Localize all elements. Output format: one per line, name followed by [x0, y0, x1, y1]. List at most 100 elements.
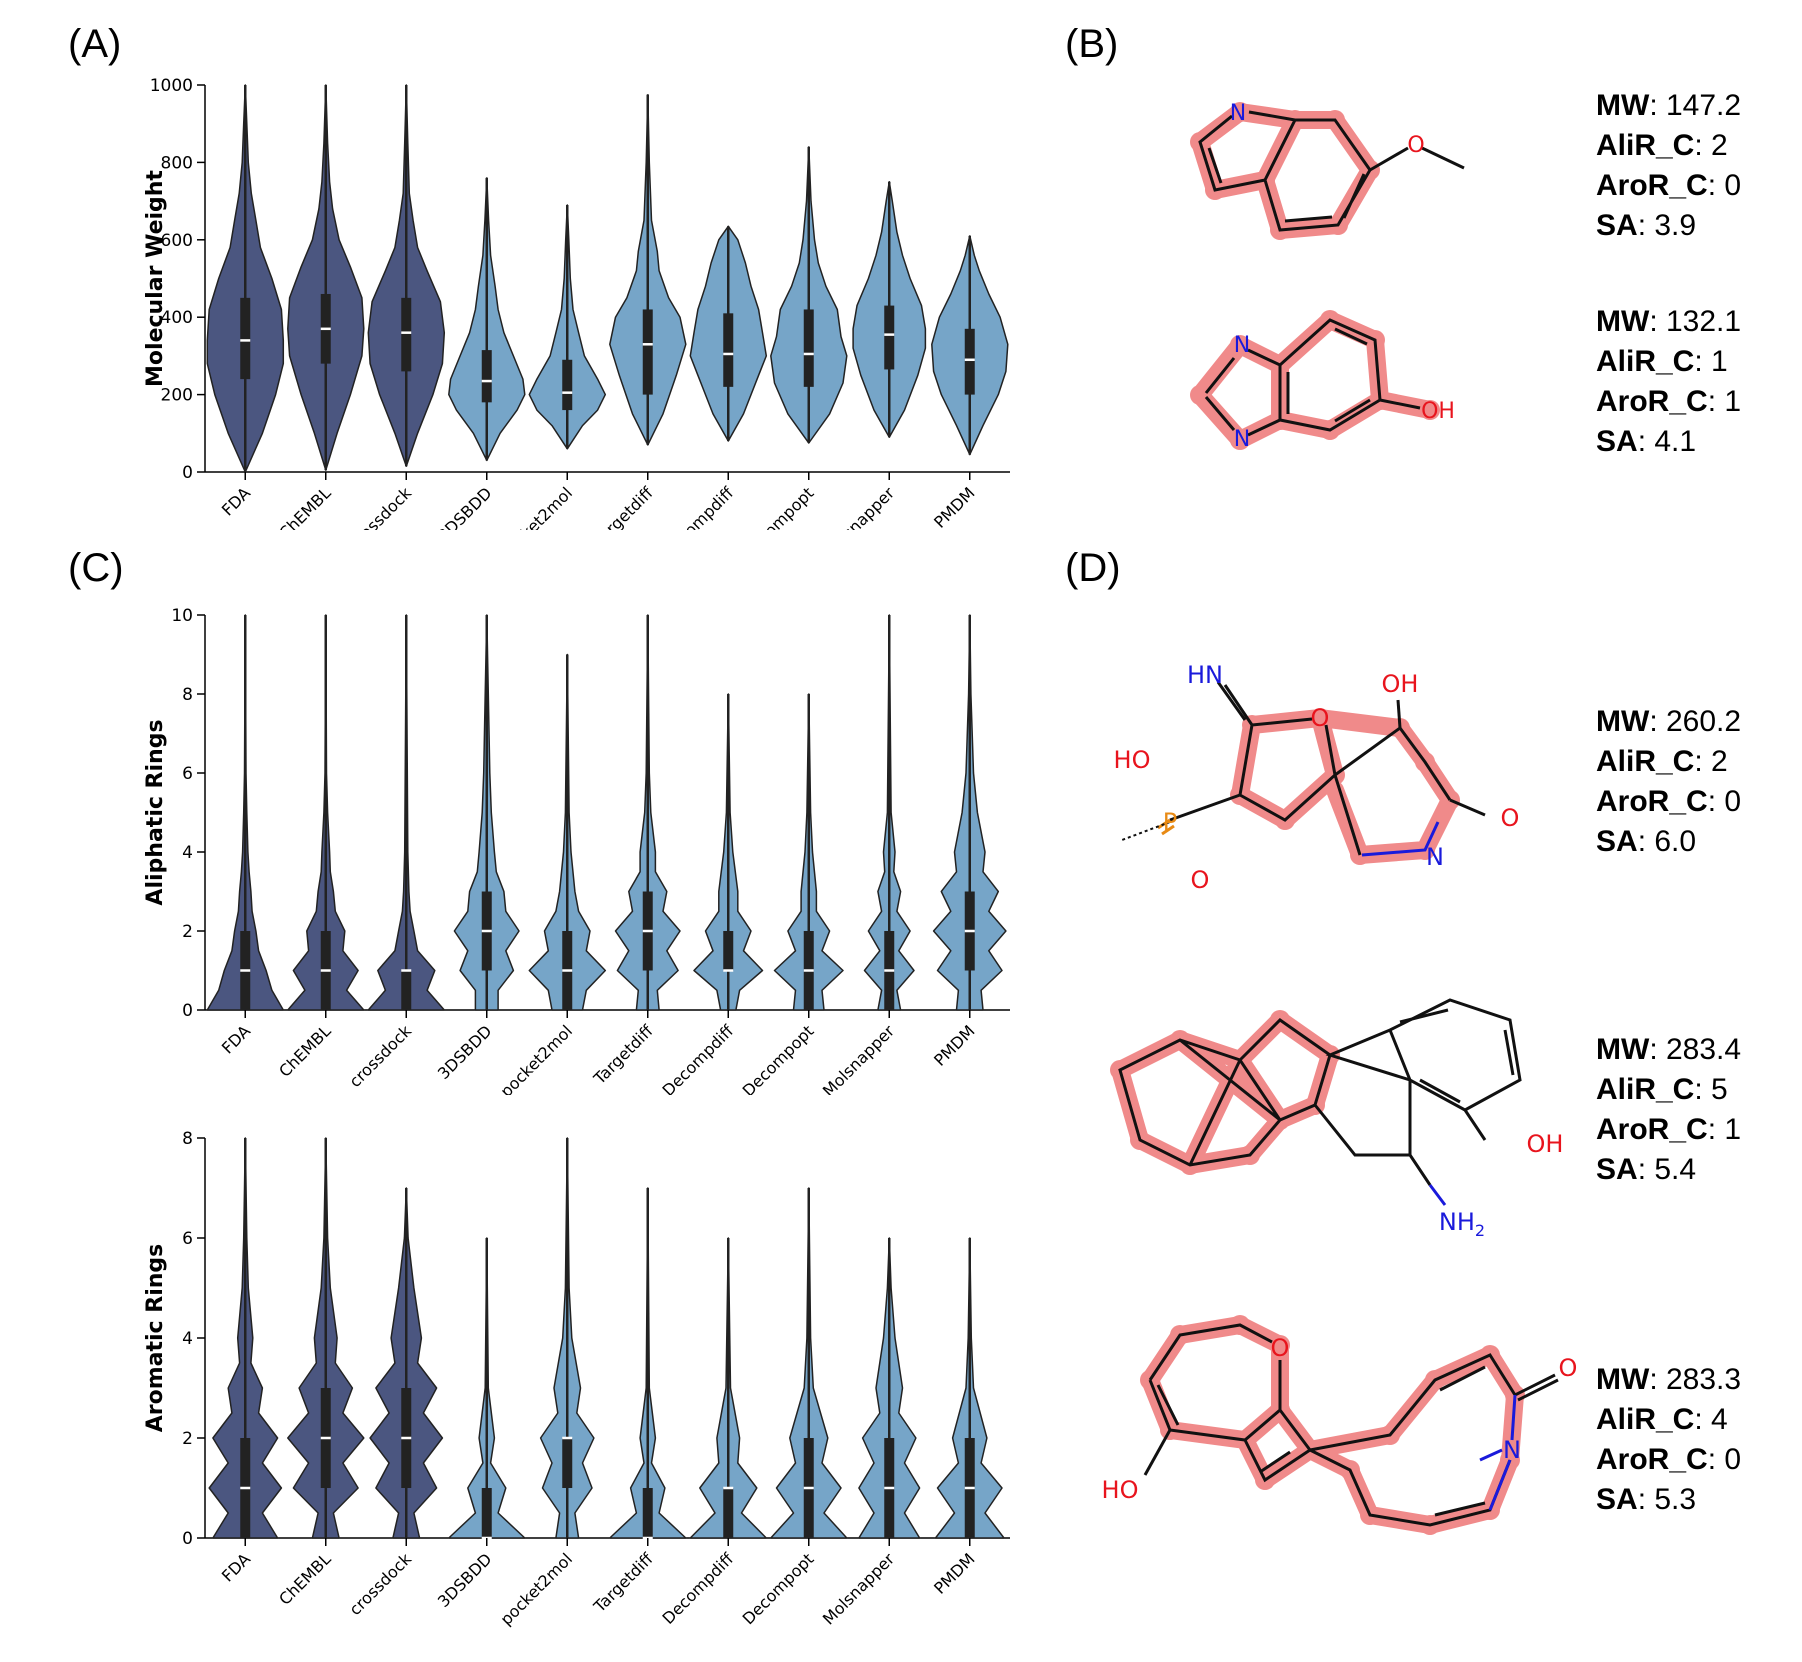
violin-iqr-box — [401, 297, 412, 372]
panel-label-d: (D) — [1065, 546, 1121, 590]
violin-iqr-box — [481, 1488, 492, 1538]
y-tick-label: 6 — [182, 1229, 193, 1249]
chart-aliphatic-rings: 0 2 4 6 8 10 Aliphatic Rings FDA ChEMBL crossdock… — [143, 606, 1010, 1095]
molecule-structure-5: O O HO N — [1102, 1315, 1578, 1535]
x-tick-label: Decompopt — [739, 1549, 818, 1628]
atom-label: OH — [1527, 1130, 1564, 1158]
atom-label: N — [1234, 427, 1250, 452]
violin-iqr-box — [481, 350, 492, 403]
y-tick-label: 0 — [182, 1529, 193, 1549]
violin-iqr-box — [240, 297, 251, 380]
y-tick-label: 8 — [182, 685, 193, 705]
violin-iqr-box — [964, 328, 975, 395]
y-tick-label: 2 — [182, 1429, 193, 1449]
y-axis-label: Aromatic Rings — [143, 1244, 168, 1433]
bonds — [1198, 110, 1465, 232]
violin-iqr-box — [401, 970, 412, 1010]
atom-label: N — [1230, 101, 1246, 126]
atom-label: O — [1407, 133, 1424, 158]
x-tick-label: pocket2mol — [496, 1549, 576, 1629]
molecule-properties-3: MW: 260.2 AliR_C: 2 AroR_C: 0 SA: 6.0 — [1596, 705, 1742, 858]
x-tick-label: crossdock — [345, 1021, 415, 1091]
y-tick-label: 800 — [161, 153, 193, 173]
x-tick-label: PMDM — [930, 483, 978, 530]
x-tick-label: pocket2mol — [496, 1021, 576, 1095]
atom-label-amine: NH2 — [1439, 1208, 1485, 1240]
violin-iqr-box — [642, 1488, 653, 1538]
y-tick-label: 8 — [182, 1129, 193, 1149]
atom-label: OH — [1421, 399, 1455, 424]
y-tick-label: 4 — [182, 1329, 193, 1349]
atom-label: N — [1234, 333, 1250, 358]
x-tick-label: FDA — [218, 483, 254, 519]
y-axis-label: Molecular Weight — [143, 170, 168, 387]
molecule-structure-3: HN O OH HO P O N O — [1114, 661, 1520, 894]
atom-label: O — [1191, 866, 1210, 894]
violin-iqr-box — [562, 359, 573, 411]
molecule-structure-4: OH NH2 — [1110, 998, 1564, 1240]
atom-label: HO — [1102, 1476, 1139, 1504]
molecule-structure-2: N N OH — [1190, 310, 1455, 452]
y-tick-label: 600 — [161, 231, 193, 251]
violin-iqr-box — [803, 309, 814, 387]
molecule-properties-4: MW: 283.4 AliR_C: 5 AroR_C: 1 SA: 5.4 — [1596, 1033, 1742, 1186]
y-tick-label: 4 — [182, 843, 193, 863]
atom-label: P — [1163, 808, 1177, 836]
atom-label: O — [1271, 1334, 1290, 1362]
y-tick-label: 200 — [161, 386, 193, 406]
x-tick-label: Molsnapper — [819, 1549, 899, 1629]
x-tick-label: 3DSBDD — [434, 1021, 496, 1083]
atom-label: N — [1503, 1436, 1521, 1464]
panel-label-a: (A) — [68, 22, 122, 66]
x-tick-label: Decompdiff — [659, 1021, 738, 1095]
panel-label-b: (B) — [1065, 22, 1119, 66]
x-tick-label: crossdock — [345, 1549, 415, 1619]
x-tick-label: ChEMBL — [275, 1549, 335, 1609]
panel-label-c: (C) — [68, 546, 124, 590]
x-tick-label: 3DSBDD — [434, 483, 496, 530]
molecule-properties-2: MW: 132.1 AliR_C: 1 AroR_C: 1 SA: 4.1 — [1596, 305, 1742, 458]
x-tick-label: Molsnapper — [819, 1021, 899, 1095]
x-tick-label: ChEMBL — [275, 1021, 335, 1081]
x-tick-label: PMDM — [930, 1021, 978, 1069]
x-tick-label: Decompdiff — [659, 1549, 738, 1628]
y-axis-label: Aliphatic Rings — [143, 719, 168, 905]
x-tick-label: Targetdiff — [589, 1021, 657, 1089]
violin-iqr-box — [723, 931, 734, 971]
molecule-properties-5: MW: 283.3 AliR_C: 4 AroR_C: 0 SA: 5.3 — [1596, 1363, 1742, 1516]
y-tick-label: 0 — [182, 1001, 193, 1021]
x-tick-label: FDA — [218, 1549, 254, 1585]
atom-label: O — [1559, 1354, 1578, 1382]
y-tick-label: 400 — [161, 308, 193, 328]
x-tick-label: Molsnapper — [819, 483, 899, 530]
violin-iqr-box — [723, 313, 734, 387]
y-tick-label: 6 — [182, 764, 193, 784]
violin-iqr-box — [723, 1488, 734, 1538]
chart-molecular-weight: 0 200 400 600 800 1000 Molecular Weight FDA ChEM… — [143, 76, 1010, 530]
molecule-properties-1: MW: 147.2 AliR_C: 2 AroR_C: 0 SA: 3.9 — [1596, 89, 1742, 242]
y-tick-label: 0 — [182, 463, 193, 483]
x-tick-label: FDA — [218, 1021, 254, 1057]
x-tick-label: PMDM — [930, 1549, 978, 1597]
violin-iqr-box — [884, 305, 895, 370]
violin-iqr-box — [642, 309, 653, 395]
y-tick-label: 2 — [182, 922, 193, 942]
x-tick-label: Decompopt — [739, 1021, 818, 1095]
atom-label: HN — [1187, 661, 1223, 689]
x-tick-label: Targetdiff — [589, 483, 657, 530]
x-tick-label: pocket2mol — [496, 483, 576, 530]
atom-label: O — [1501, 804, 1520, 832]
x-tick-label: 3DSBDD — [434, 1549, 496, 1611]
x-tick-label: ChEMBL — [275, 483, 335, 530]
violin-iqr-box — [562, 1438, 573, 1488]
x-tick-label: Decompopt — [739, 483, 818, 530]
atom-label: OH — [1382, 670, 1419, 698]
atom-label: HO — [1114, 746, 1151, 774]
chart-aromatic-rings: 0 2 4 6 8 Aromatic Rings FDA ChEMBL crossdock 3DS… — [143, 1129, 1010, 1629]
atom-label: O — [1311, 704, 1330, 732]
y-tick-label: 1000 — [150, 76, 193, 96]
molecule-structure-1: N O — [1190, 101, 1465, 240]
x-tick-label: crossdock — [345, 483, 415, 530]
x-tick-label: Targetdiff — [589, 1549, 657, 1617]
y-tick-label: 10 — [171, 606, 193, 626]
